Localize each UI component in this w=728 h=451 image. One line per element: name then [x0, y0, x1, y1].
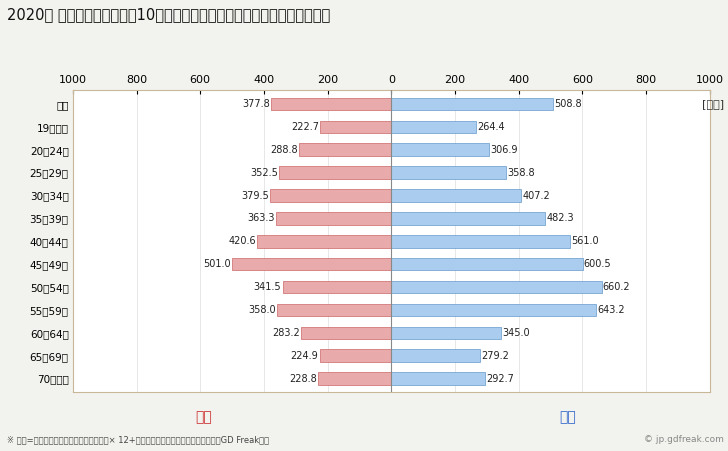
Text: 420.6: 420.6 [229, 236, 256, 246]
Text: [万円]: [万円] [703, 99, 724, 109]
Text: 222.7: 222.7 [291, 122, 319, 132]
Text: 341.5: 341.5 [253, 282, 281, 292]
Bar [301, 327, 392, 339]
Bar [392, 350, 480, 362]
Text: 女性: 女性 [195, 410, 213, 424]
Bar [279, 166, 392, 179]
Text: 377.8: 377.8 [242, 99, 269, 109]
Text: 男性: 男性 [559, 410, 577, 424]
Text: 228.8: 228.8 [290, 373, 317, 384]
Bar [392, 304, 596, 316]
Bar [232, 258, 392, 271]
Bar [299, 143, 392, 156]
Text: 379.5: 379.5 [242, 190, 269, 201]
Text: © jp.gdfreak.com: © jp.gdfreak.com [644, 435, 724, 444]
Bar [392, 258, 582, 271]
Bar [392, 97, 553, 110]
Bar [392, 373, 485, 385]
Text: 363.3: 363.3 [247, 213, 274, 223]
Text: 407.2: 407.2 [522, 190, 550, 201]
Text: 2020年 民間企業（従業者数10人以上）フルタイム労働者の男女別平均年収: 2020年 民間企業（従業者数10人以上）フルタイム労働者の男女別平均年収 [7, 7, 331, 22]
Text: 482.3: 482.3 [546, 213, 574, 223]
Bar [392, 212, 545, 225]
Bar [276, 212, 392, 225]
Bar [392, 235, 570, 248]
Text: 345.0: 345.0 [502, 328, 530, 338]
Text: 600.5: 600.5 [584, 259, 612, 269]
Bar [392, 189, 521, 202]
Text: 288.8: 288.8 [270, 145, 298, 155]
Text: 358.0: 358.0 [248, 305, 276, 315]
Text: 224.9: 224.9 [290, 351, 318, 361]
Bar [318, 373, 392, 385]
Bar [392, 281, 601, 293]
Text: 508.8: 508.8 [555, 99, 582, 109]
Bar [392, 120, 475, 133]
Bar [277, 304, 392, 316]
Text: 306.9: 306.9 [491, 145, 518, 155]
Text: 283.2: 283.2 [272, 328, 300, 338]
Text: 279.2: 279.2 [481, 351, 510, 361]
Bar [392, 143, 489, 156]
Text: 660.2: 660.2 [603, 282, 630, 292]
Bar [320, 120, 392, 133]
Bar [270, 189, 392, 202]
Text: 352.5: 352.5 [250, 168, 278, 178]
Text: 643.2: 643.2 [598, 305, 625, 315]
Text: 292.7: 292.7 [486, 373, 514, 384]
Bar [282, 281, 392, 293]
Text: 264.4: 264.4 [477, 122, 505, 132]
Text: ※ 年収=「きまって支給する現金給与額」× 12+「年間賞与その他特別給与額」としてGD Freak推計: ※ 年収=「きまって支給する現金給与額」× 12+「年間賞与その他特別給与額」と… [7, 435, 269, 444]
Bar [271, 97, 392, 110]
Text: 501.0: 501.0 [203, 259, 231, 269]
Text: 561.0: 561.0 [571, 236, 599, 246]
Bar [392, 166, 505, 179]
Text: 358.8: 358.8 [507, 168, 534, 178]
Bar [392, 327, 501, 339]
Bar [320, 350, 392, 362]
Bar [257, 235, 392, 248]
